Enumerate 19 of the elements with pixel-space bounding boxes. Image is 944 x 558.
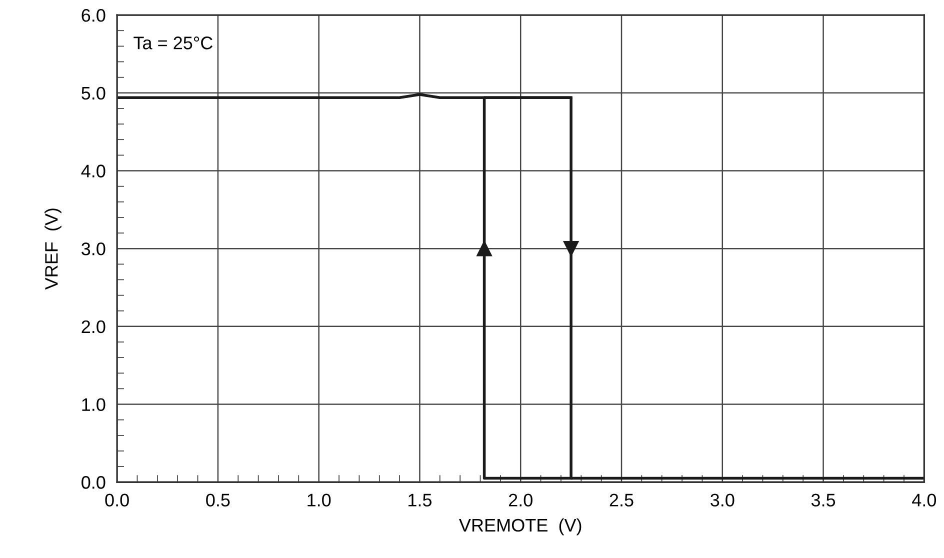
x-tick-label: 4.0 [912, 494, 936, 506]
y-tick-label: 2.0 [82, 320, 106, 334]
x-tick-label: 0.5 [206, 494, 230, 506]
y-axis-title: VREF (V) [44, 208, 62, 290]
x-tick-label: 0.0 [105, 494, 129, 506]
x-tick-label: 3.5 [811, 494, 836, 506]
y-tick-label: 3.0 [82, 242, 106, 256]
y-tick-label: 6.0 [82, 9, 106, 22]
x-tick-label: 3.0 [710, 494, 734, 506]
x-tick-label: 2.0 [508, 494, 532, 506]
x-tick-label: 1.5 [408, 494, 432, 506]
y-tick-label: 5.0 [82, 86, 106, 100]
annotation: Ta = 25°C [134, 36, 212, 50]
y-tick-label: 4.0 [81, 164, 106, 178]
y-tick-label: 1.0 [82, 398, 106, 411]
y-tick-label: 0.0 [82, 476, 106, 489]
x-axis-title: VREMOTE (V) [459, 518, 582, 536]
x-tick-label: 2.5 [610, 494, 634, 506]
x-tick-label: 1.0 [308, 494, 331, 506]
